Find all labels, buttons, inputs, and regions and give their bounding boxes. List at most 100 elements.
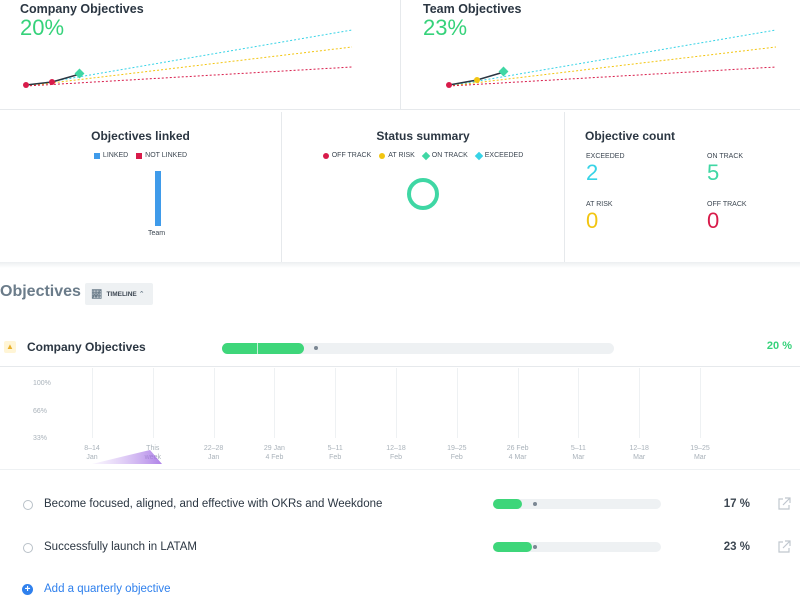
- add-objective-label: Add a quarterly objective: [44, 583, 171, 595]
- progress-point: [74, 68, 85, 79]
- off-track-count-value: 0: [707, 208, 720, 233]
- x-axis-label: 5–11 Feb: [327, 445, 343, 461]
- company-icon: ▲: [4, 341, 16, 353]
- progress-point: [474, 77, 480, 83]
- off-track-dot-icon: [322, 152, 329, 159]
- objective-progress-bar: [493, 542, 661, 552]
- x-axis-label: 22–28 Jan: [203, 445, 224, 461]
- company-objectives-percent: 20 %: [766, 340, 792, 352]
- legend-item-exceeded: EXCEEDED: [474, 151, 524, 160]
- chart-bottom-divider: [0, 469, 800, 470]
- status-summary-panel: Status summary OFF TRACK AT RISK ON TRAC…: [281, 112, 564, 262]
- x-axis-label: 5–11 Mar: [570, 445, 586, 461]
- legend-label: EXCEEDED: [484, 152, 524, 159]
- off-track-count-label: OFF TRACK: [707, 201, 747, 208]
- on-track-target-line: [25, 46, 353, 87]
- company-progress-sparkline: [23, 29, 353, 88]
- status-donut-chart[interactable]: [407, 178, 439, 210]
- linked-swatch: [93, 152, 100, 159]
- at-risk-count-value: 0: [586, 208, 599, 233]
- panel-title: Objective count: [585, 129, 676, 143]
- legend-label: NOT LINKED: [145, 152, 188, 159]
- legend-label: OFF TRACK: [331, 152, 372, 159]
- objective-progress-bar: [493, 499, 661, 509]
- company-objectives-card[interactable]: Company Objectives 20%: [0, 0, 400, 110]
- timeline-gridline: [700, 368, 701, 438]
- company-progress-fill: [222, 343, 305, 354]
- x-axis-label: 19–25 Mar: [690, 445, 710, 461]
- expected-progress-marker: [533, 502, 537, 506]
- card-percent: 20%: [20, 15, 65, 40]
- company-objectives-title: Company Objectives: [27, 340, 146, 354]
- progress-area: [92, 450, 162, 464]
- objectives-heading: Objectives: [0, 283, 81, 300]
- legend-label: ON TRACK: [431, 152, 468, 159]
- timeline-gridline: [274, 368, 276, 438]
- timeline-gridline: [456, 368, 458, 438]
- timeline-gridline: [639, 368, 641, 438]
- objective-percent: 17 %: [723, 498, 750, 510]
- objective-select-radio[interactable]: [23, 543, 33, 553]
- timeline-gridline: [335, 368, 337, 438]
- linked-legend: LINKED NOT LINKED: [0, 152, 281, 160]
- team-progress-sparkline: [446, 29, 777, 88]
- external-link-icon[interactable]: [777, 540, 791, 554]
- at-risk-count-label: AT RISK: [586, 201, 613, 208]
- exceeded-target-line: [448, 29, 777, 87]
- on-track-count-value: 5: [707, 160, 720, 185]
- legend-item-on-track: ON TRACK: [421, 151, 468, 160]
- objective-title[interactable]: Become focused, aligned, and effective w…: [44, 498, 383, 510]
- objective-select-radio[interactable]: [23, 500, 33, 510]
- progress-point: [498, 66, 509, 77]
- section-divider: [0, 262, 800, 268]
- timeline-gridline: [517, 368, 519, 438]
- objectives-linked-panel: Objectives linked LINKED NOT LINKED Team: [0, 112, 281, 262]
- on-track-diamond-icon: [421, 151, 431, 160]
- legend-item-off-track: OFF TRACK: [322, 152, 372, 159]
- team-objectives-card[interactable]: Team Objectives 23%: [400, 0, 800, 110]
- panel-title: Objectives linked: [91, 129, 190, 143]
- legend-label: AT RISK: [388, 152, 415, 159]
- x-axis-label: 12–18 Feb: [386, 445, 406, 461]
- on-track-count-label: ON TRACK: [707, 153, 744, 160]
- summary-panels: Objectives linked LINKED NOT LINKED Team…: [0, 112, 800, 262]
- legend-item-linked: LINKED: [93, 152, 129, 159]
- add-quarterly-objective-link[interactable]: + Add a quarterly objective: [22, 580, 171, 598]
- expected-progress-marker: [533, 545, 537, 549]
- progress-point: [49, 79, 55, 85]
- at-risk-target-line: [448, 66, 777, 87]
- objective-progress-fill: [493, 542, 532, 552]
- company-progress-bar: [222, 343, 614, 354]
- card-title: Team Objectives: [423, 2, 522, 16]
- card-title: Company Objectives: [20, 2, 144, 16]
- bar-label: Team: [148, 230, 166, 237]
- linked-bar[interactable]: [155, 171, 161, 226]
- legend-label: LINKED: [102, 152, 129, 159]
- legend-item-not-linked: NOT LINKED: [136, 152, 187, 159]
- x-axis-label: 26 Feb 4 Mar: [506, 445, 529, 461]
- chevron-up-icon: ⌃: [138, 291, 145, 298]
- objective-title[interactable]: Successfully launch in LATAM: [44, 541, 197, 553]
- x-axis-label: 12–18 Mar: [629, 445, 649, 461]
- timeline-gridline: [578, 368, 580, 438]
- timeline-view-button[interactable]: 📈︎ TIMELINE ⌃: [85, 283, 153, 305]
- objective-progress-fill: [493, 499, 522, 509]
- objective-count-panel: Objective count EXCEEDED 2 ON TRACK 5 AT…: [564, 112, 800, 262]
- external-link-icon[interactable]: [777, 497, 791, 511]
- company-objectives-row[interactable]: ▲ Company Objectives 20 %: [0, 333, 800, 367]
- objective-row[interactable]: Successfully launch in LATAM 23 %: [0, 535, 800, 563]
- expected-progress-marker: [314, 346, 318, 350]
- status-legend: OFF TRACK AT RISK ON TRACK EXCEEDED: [282, 151, 564, 160]
- y-axis-label: 66%: [33, 408, 48, 415]
- at-risk-dot-icon: [379, 152, 386, 159]
- timeline-gridline: [152, 368, 154, 438]
- card-percent: 23%: [423, 15, 468, 40]
- y-axis-label: 100%: [33, 380, 51, 387]
- chart-line-icon: 📈︎: [91, 288, 103, 299]
- exceeded-target-line: [25, 29, 353, 87]
- objective-row[interactable]: Become focused, aligned, and effective w…: [0, 492, 800, 520]
- x-axis-label: 8–14 Jan: [84, 445, 100, 461]
- y-axis-label: 33%: [33, 435, 48, 442]
- on-track-target-line: [448, 46, 777, 87]
